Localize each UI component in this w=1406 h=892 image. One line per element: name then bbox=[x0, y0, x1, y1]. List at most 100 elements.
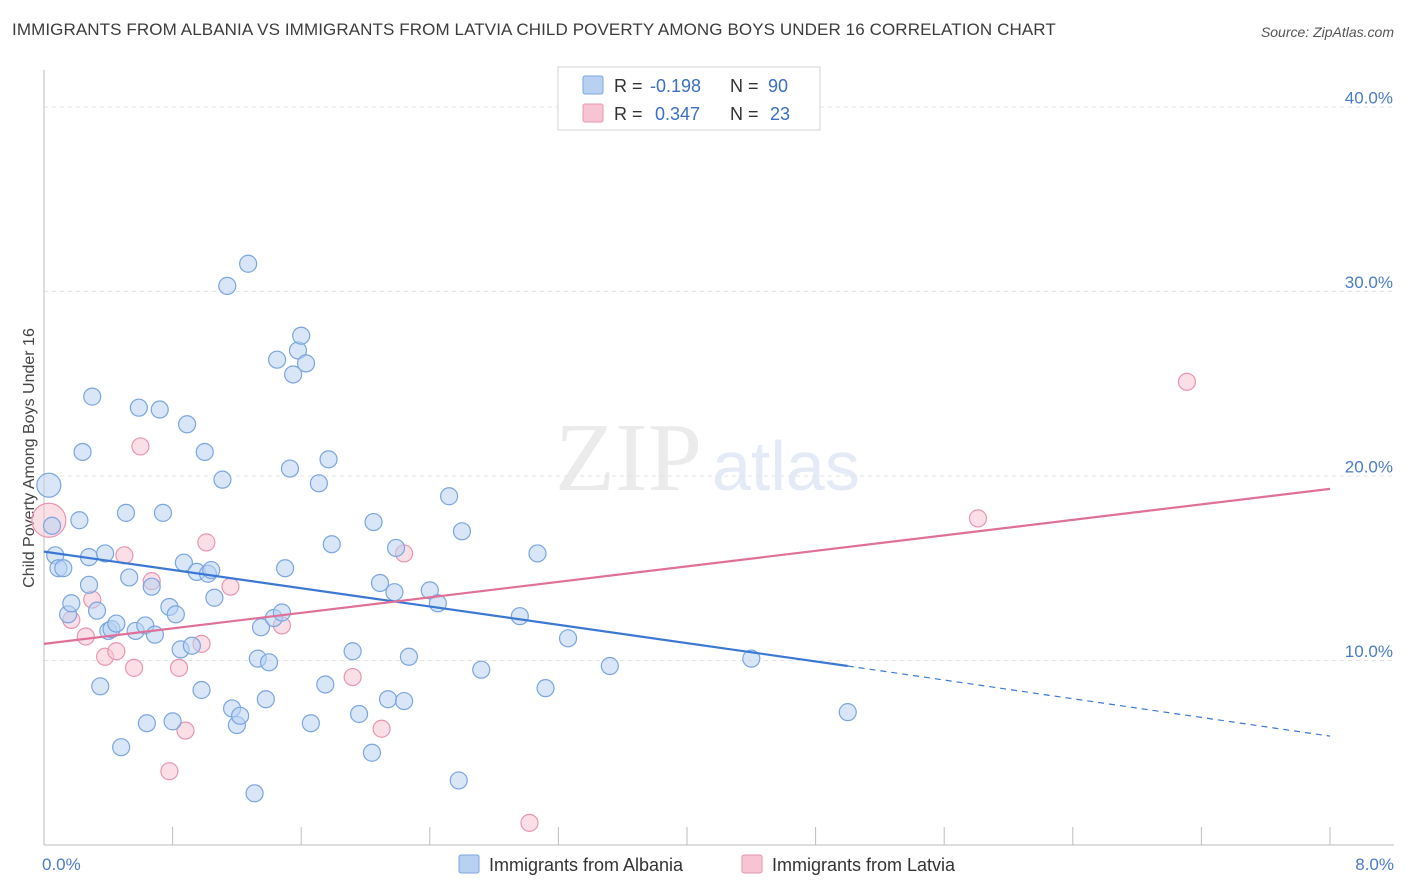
albania-point bbox=[284, 365, 303, 384]
y-tick-label-20: 20.0% bbox=[1345, 457, 1393, 476]
latvia-point bbox=[169, 658, 189, 677]
albania-point bbox=[449, 771, 468, 790]
albania-point bbox=[292, 326, 311, 345]
albania-point bbox=[370, 573, 390, 593]
albania-point bbox=[267, 350, 287, 369]
albania-point bbox=[95, 544, 115, 563]
latvia-point bbox=[124, 658, 144, 677]
albania-point bbox=[120, 568, 139, 587]
x-tick-label-min: 0.0% bbox=[42, 855, 81, 874]
albania-point bbox=[70, 511, 89, 530]
latvia-point bbox=[176, 721, 195, 740]
albania-point bbox=[838, 703, 857, 722]
albania-point bbox=[218, 276, 237, 295]
albania-point bbox=[276, 559, 295, 578]
albania-point bbox=[558, 629, 578, 648]
albania-point bbox=[150, 400, 169, 419]
legend-r-label-albania: R = bbox=[614, 76, 643, 96]
legend-r-label-latvia: R = bbox=[614, 104, 643, 124]
latvia-point bbox=[131, 437, 150, 456]
x-tick-label-max: 8.0% bbox=[1355, 855, 1394, 874]
albania-point bbox=[142, 577, 161, 596]
albania-point bbox=[116, 503, 136, 522]
legend-r-value-latvia: 0.347 bbox=[650, 104, 700, 124]
albania-point bbox=[91, 677, 110, 696]
albania-point bbox=[54, 559, 73, 578]
albania-point bbox=[472, 660, 491, 679]
y-tick-label-10: 10.0% bbox=[1345, 642, 1393, 661]
bottom-legend-swatch-latvia bbox=[741, 854, 763, 874]
albania-point bbox=[742, 649, 761, 668]
albania-point bbox=[280, 459, 300, 478]
albania-point bbox=[362, 743, 382, 762]
trend-lines bbox=[43, 487, 1331, 737]
albania-point bbox=[195, 442, 214, 462]
latvia-point bbox=[160, 762, 179, 781]
albania-point bbox=[62, 594, 81, 613]
albania-point bbox=[385, 583, 404, 602]
latvia-point bbox=[107, 642, 126, 661]
albania-point bbox=[364, 512, 383, 532]
albania-point bbox=[213, 470, 232, 489]
bottom-legend-swatch-albania bbox=[458, 854, 480, 874]
legend-n-value-latvia: 23 bbox=[770, 104, 790, 124]
latvia-point bbox=[76, 627, 95, 646]
legend-swatch-latvia bbox=[582, 103, 604, 123]
albania-point bbox=[42, 516, 62, 535]
albania-point bbox=[296, 354, 316, 373]
x-tick-marks bbox=[172, 827, 1331, 845]
latvia-point bbox=[1177, 372, 1197, 391]
source-label: Source: ZipAtlas.com bbox=[1260, 24, 1394, 40]
albania-point bbox=[272, 603, 292, 622]
albania-points bbox=[36, 254, 857, 803]
albania-point bbox=[386, 538, 406, 558]
y-tick-label-40: 40.0% bbox=[1345, 88, 1393, 107]
legend-n-label-albania: N = bbox=[730, 76, 759, 96]
latvia-point bbox=[520, 813, 539, 832]
albania-point bbox=[107, 614, 126, 633]
albania-point bbox=[205, 588, 224, 607]
series-legend: Immigrants from Albania Immigrants from … bbox=[458, 854, 956, 875]
albania-point bbox=[349, 704, 369, 724]
albania-point bbox=[87, 601, 107, 620]
albania-point bbox=[163, 712, 182, 731]
albania-point bbox=[129, 398, 148, 417]
albania-point bbox=[452, 522, 472, 541]
albania-point bbox=[301, 714, 320, 733]
latvia-point bbox=[221, 577, 240, 596]
albania-point bbox=[322, 535, 341, 554]
latvia-point bbox=[343, 667, 362, 687]
albania-point bbox=[239, 254, 258, 273]
y-tick-label-30: 30.0% bbox=[1345, 273, 1393, 292]
albania-point bbox=[245, 784, 264, 803]
albania-point bbox=[319, 450, 338, 469]
albania-point bbox=[528, 544, 547, 563]
albania-point bbox=[510, 607, 529, 626]
correlation-legend: R = -0.198 N = 90 R = 0.347 N = 23 bbox=[557, 66, 821, 131]
latvia-point bbox=[197, 533, 216, 552]
albania-point bbox=[36, 472, 62, 498]
watermark-atlas: atlas bbox=[712, 427, 860, 505]
albania-point bbox=[378, 690, 398, 709]
albania-point bbox=[182, 636, 201, 655]
albania-point bbox=[600, 656, 619, 676]
albania-point bbox=[177, 415, 197, 434]
chart-title: IMMIGRANTS FROM ALBANIA VS IMMIGRANTS FR… bbox=[12, 20, 1056, 39]
watermark: ZIP atlas bbox=[555, 404, 860, 512]
albania-point bbox=[309, 474, 328, 493]
albania-trend-extension bbox=[847, 665, 1331, 737]
albania-point bbox=[231, 706, 250, 725]
albania-point bbox=[439, 487, 459, 506]
albania-point bbox=[79, 575, 99, 594]
albania-point bbox=[259, 653, 279, 672]
albania-point bbox=[166, 605, 185, 624]
bottom-legend-label-latvia: Immigrants from Latvia bbox=[772, 855, 956, 875]
latvia-trend-line bbox=[43, 487, 1331, 645]
latvia-point bbox=[372, 719, 391, 738]
albania-point bbox=[316, 675, 335, 694]
albania-point bbox=[420, 581, 439, 600]
watermark-zip: ZIP bbox=[555, 404, 702, 512]
albania-point bbox=[394, 691, 414, 711]
legend-r-value-albania: -0.198 bbox=[650, 76, 701, 96]
